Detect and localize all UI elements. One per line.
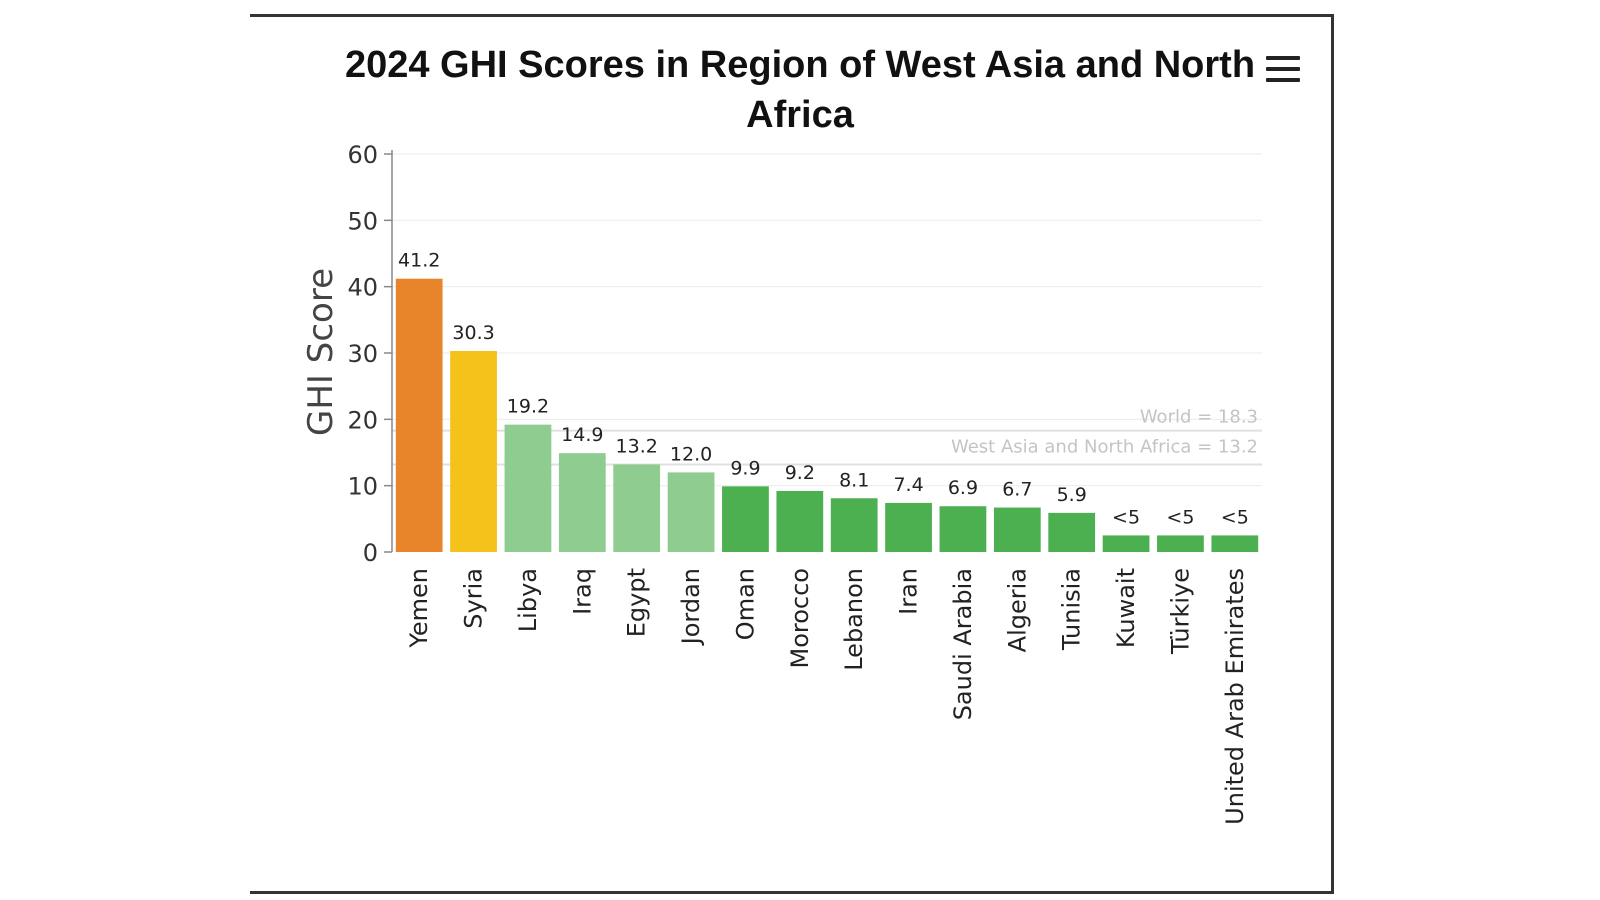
- x-tick-label: Libya: [514, 568, 542, 632]
- y-axis-title: GHI Score: [301, 268, 341, 436]
- data-label: 30.3: [452, 322, 494, 344]
- bar-oman[interactable]: [722, 486, 769, 552]
- data-label: 19.2: [507, 396, 549, 418]
- x-tick-label: Kuwait: [1112, 568, 1140, 648]
- reference-lines: World = 18.3 West Asia and North Africa =…: [392, 407, 1262, 466]
- x-tick-label: Türkiye: [1166, 568, 1194, 655]
- bar-jordan[interactable]: [667, 472, 715, 552]
- x-tick-label: Syria: [460, 568, 488, 629]
- data-label: 6.9: [948, 477, 978, 499]
- x-tick-label: Iran: [895, 568, 923, 615]
- bar-iran[interactable]: [885, 502, 932, 552]
- bar-iraq[interactable]: [558, 453, 606, 552]
- data-label: 13.2: [616, 435, 658, 457]
- x-tick-label: Jordan: [677, 568, 705, 646]
- x-tick-label: Oman: [731, 568, 759, 640]
- data-label: <5: [1166, 506, 1194, 528]
- data-label: 9.9: [730, 457, 760, 479]
- x-tick-label: Lebanon: [840, 568, 868, 671]
- bar-libya[interactable]: [504, 424, 552, 552]
- data-label: <5: [1221, 506, 1249, 528]
- y-axis: 0 10 20 30 40 50 60: [347, 141, 393, 567]
- x-axis: Yemen Syria Libya Iraq Egypt Jordan Oman Morocc…: [405, 568, 1249, 825]
- y-tick-label: 10: [347, 473, 378, 501]
- data-label: 41.2: [398, 250, 440, 272]
- y-tick-label: 30: [347, 340, 378, 368]
- x-tick-label: United Arab Emirates: [1221, 568, 1249, 825]
- data-label: <5: [1112, 506, 1140, 528]
- bar-algeria[interactable]: [993, 507, 1041, 552]
- y-tick-label: 60: [347, 141, 378, 169]
- data-label: 7.4: [893, 474, 923, 496]
- y-tick-label: 0: [363, 539, 378, 567]
- x-tick-label: Morocco: [786, 568, 814, 669]
- bar-united-arab-emirates[interactable]: [1211, 535, 1259, 552]
- x-tick-label: Iraq: [568, 568, 596, 615]
- y-tick-label: 50: [347, 207, 378, 235]
- y-tick-label: 40: [347, 274, 378, 302]
- data-label: 8.1: [839, 469, 869, 491]
- hamburger-menu-icon[interactable]: [1266, 56, 1300, 86]
- data-label: 6.7: [1002, 479, 1032, 501]
- reference-line-label: West Asia and North Africa = 13.2: [951, 436, 1258, 457]
- data-label: 5.9: [1057, 484, 1087, 506]
- bar-egypt[interactable]: [613, 464, 661, 552]
- bars: [395, 278, 1259, 552]
- chart-title: 2024 GHI Scores in Region of West Asia a…: [344, 44, 1256, 136]
- x-tick-label: Yemen: [405, 568, 433, 649]
- bar-kuwait[interactable]: [1102, 535, 1150, 552]
- x-tick-label: Algeria: [1003, 568, 1031, 652]
- reference-line-label: World = 18.3: [1140, 407, 1258, 428]
- y-tick-label: 20: [347, 406, 378, 434]
- bar-lebanon[interactable]: [830, 498, 878, 552]
- x-tick-label: Tunisia: [1058, 568, 1086, 651]
- x-tick-label: Egypt: [623, 568, 651, 637]
- bar-morocco[interactable]: [776, 490, 824, 552]
- data-label: 14.9: [561, 424, 603, 446]
- bar-syria[interactable]: [450, 351, 497, 552]
- data-label: 9.2: [785, 462, 815, 484]
- bar-yemen[interactable]: [395, 278, 443, 552]
- bar-saudi-arabia[interactable]: [939, 506, 987, 552]
- bar-t-rkiye[interactable]: [1157, 535, 1204, 552]
- data-label: 12.0: [670, 443, 712, 465]
- x-tick-label: Saudi Arabia: [949, 568, 977, 720]
- data-labels: 41.2 30.3 19.2 14.9 13.2 12.0 9.9 9.2 8.1 7.4 6.9 6…: [398, 250, 1249, 529]
- bar-tunisia[interactable]: [1048, 512, 1096, 552]
